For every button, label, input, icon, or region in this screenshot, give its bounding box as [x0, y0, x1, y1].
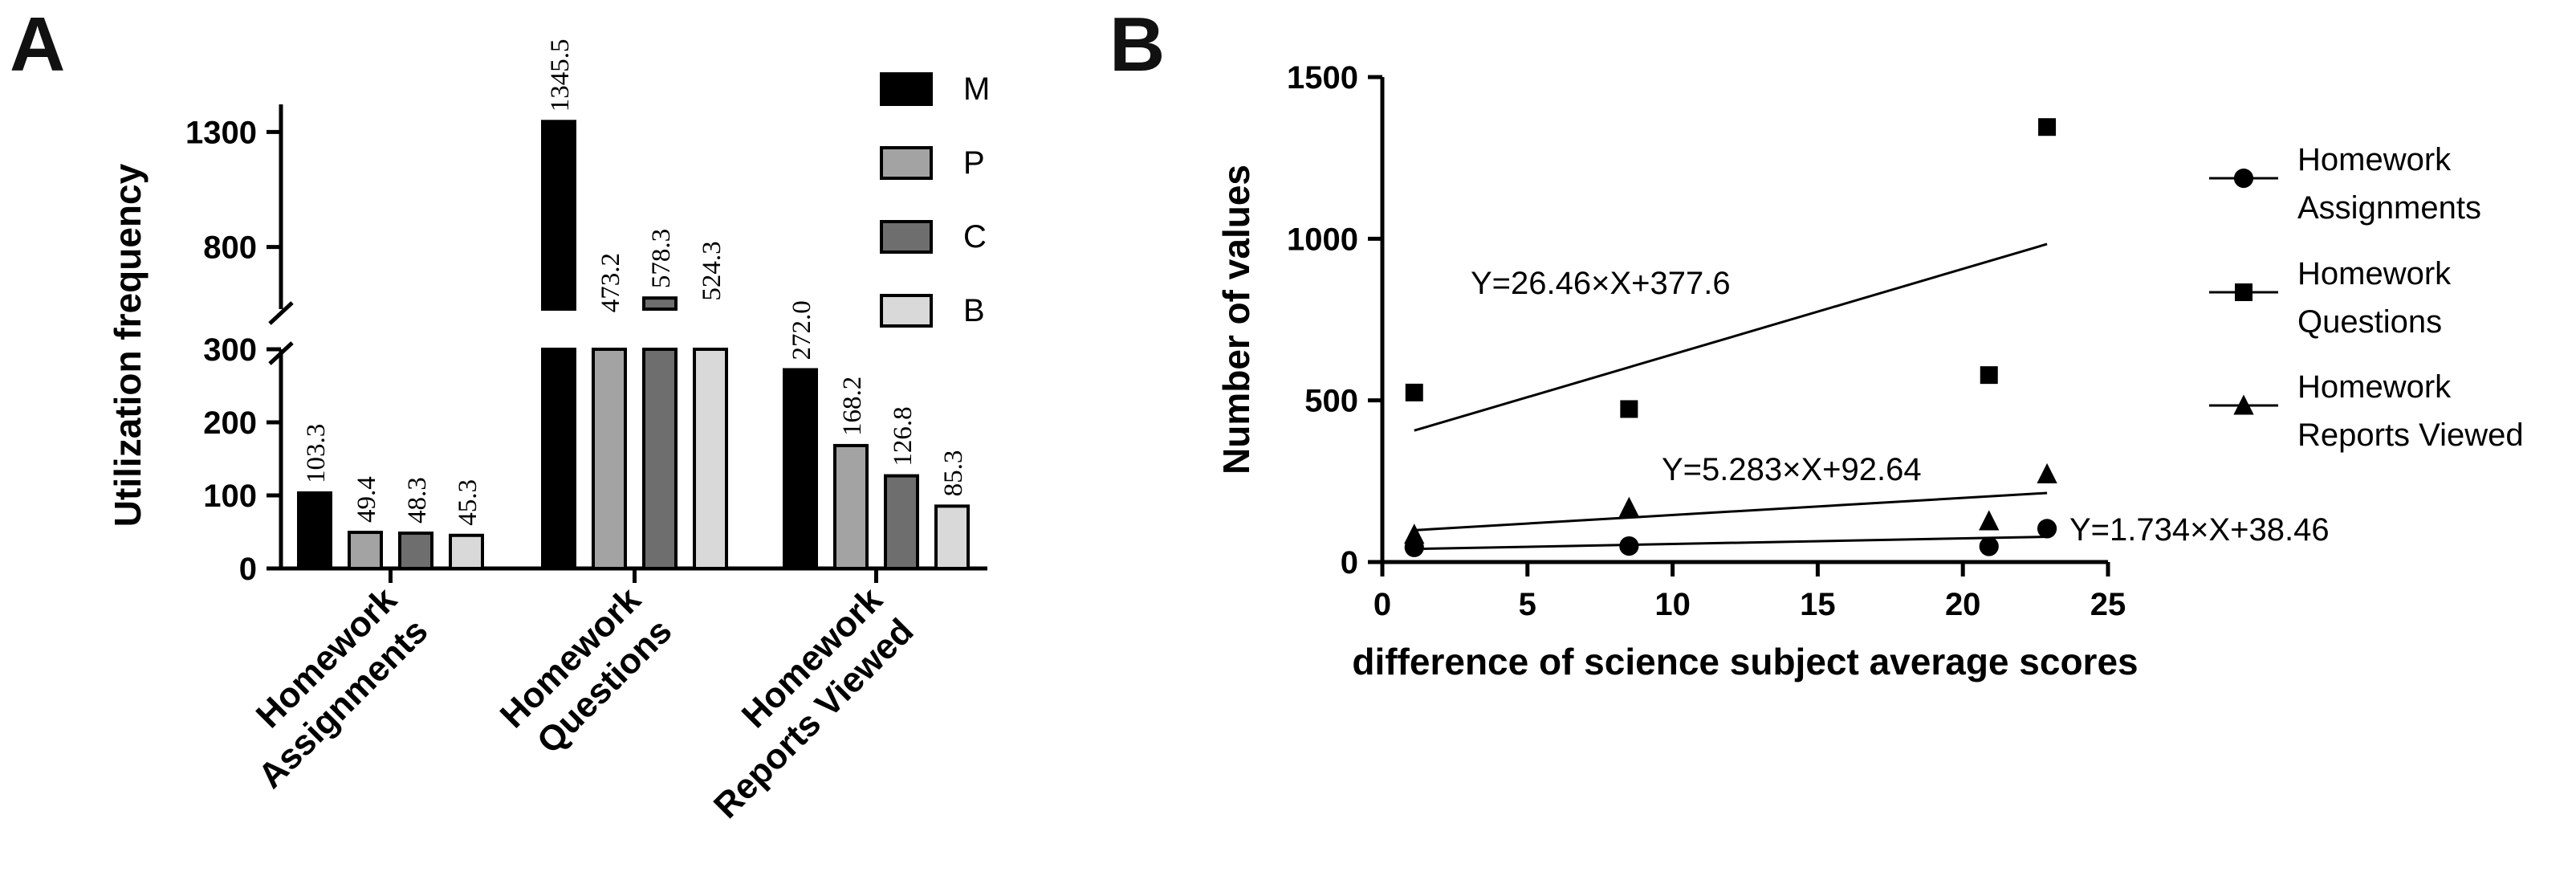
legend-swatch-b [880, 294, 933, 328]
legend-label-line: Homework [2297, 256, 2452, 291]
fit-line-circle [1414, 536, 2048, 551]
y-tick-label: 200 [203, 405, 257, 441]
bar-c-1-upper [642, 296, 678, 312]
y-tick-label: 0 [239, 552, 257, 587]
y-axis-title: Utilization frequency [107, 163, 149, 527]
x-tick-label: 15 [1800, 587, 1836, 622]
point-square [2038, 118, 2057, 136]
y-tick-label: 100 [203, 479, 257, 514]
bar-m-2 [783, 368, 818, 571]
bar-m-0 [297, 491, 332, 571]
y-tick-label: 1300 [185, 115, 257, 150]
x-tick-label: 25 [2090, 587, 2126, 622]
legend-swatch-m [880, 72, 933, 106]
bar-value-label: 48.3 [403, 477, 432, 523]
axis-break-mark-lower [268, 341, 294, 365]
bar-c-2 [884, 474, 919, 570]
point-circle [2037, 519, 2057, 539]
x-axis-title: difference of science subject average sc… [1352, 641, 2138, 682]
x-tick-label: 10 [1654, 587, 1691, 622]
bar-b-0 [449, 533, 484, 570]
legend-label-line: Assignments [2297, 190, 2481, 226]
legend-label-line: Homework [2297, 142, 2452, 177]
y-tick-label: 1000 [1287, 222, 1358, 257]
bar-value-label: 126.8 [889, 406, 918, 466]
legend-swatch-c [880, 220, 933, 254]
point-triangle [1618, 496, 1640, 517]
legend-marker-square [2235, 283, 2252, 301]
bar-c-0 [398, 532, 433, 570]
bar-b-1-lower [693, 348, 728, 570]
legend-label-b: B [963, 293, 985, 328]
point-square [1620, 400, 1638, 418]
bar-value-label: 1345.5 [546, 39, 575, 112]
legend-swatch-p [880, 146, 933, 180]
fit-equation-circle: Y=1.734×X+38.46 [2069, 512, 2330, 548]
y-tick-label: 300 [203, 332, 257, 368]
panel-a-chart: 0 100 200 300 800 1300 Utilization frequency 10… [107, 39, 990, 826]
point-circle [1619, 536, 1639, 556]
bar-p-1-lower [592, 348, 627, 570]
category-label: HomeworkReports Viewed [675, 580, 922, 826]
fit-line-square [1414, 242, 2048, 432]
category-label: HomeworkAssignments [220, 580, 436, 796]
y-tick-label: 800 [203, 230, 257, 266]
x-tick-label: 20 [1945, 587, 1981, 622]
bar-value-label: 85.3 [939, 450, 968, 497]
point-triangle [2037, 462, 2057, 484]
bar-value-label: 272.0 [787, 300, 816, 360]
legend-label: Homework Reports Viewed [2297, 369, 2524, 453]
fit-equation-square: Y=26.46×X+377.6 [1471, 266, 1731, 301]
point-triangle [1979, 510, 2000, 531]
bar-c-1-lower [642, 348, 678, 570]
panel-b-chart: 0 500 1000 1500 0 5 10 15 20 25 difference of scie… [1215, 60, 2524, 682]
y-tick-label: 1500 [1287, 60, 1358, 96]
bar-m-1-lower [541, 348, 576, 570]
point-triangle [1404, 523, 1425, 544]
category-label: HomeworkQuestions [493, 580, 680, 767]
x-tick-label: 0 [1373, 587, 1391, 622]
x-tick-label: 5 [1519, 587, 1536, 622]
bar-b-2 [934, 504, 970, 571]
legend-label-m: M [963, 71, 990, 107]
bar-value-label: 524.3 [698, 241, 726, 300]
y-tick-label: 0 [1341, 545, 1358, 581]
axis-break-mark-upper [268, 301, 294, 325]
point-circle [1979, 536, 1999, 556]
bar-m-1-upper [541, 120, 576, 311]
bar-value-label: 473.2 [596, 253, 625, 312]
bar-value-label: 578.3 [647, 229, 676, 288]
bar-value-label: 168.2 [838, 377, 867, 436]
bar-p-2 [833, 443, 869, 570]
legend-marker-circle [2233, 168, 2254, 189]
fit-equation-triangle: Y=5.283×X+92.64 [1662, 452, 1922, 487]
point-square [1980, 366, 1998, 385]
legend-label: Homework Assignments [2297, 142, 2481, 226]
legend-label-line: Reports Viewed [2297, 418, 2524, 453]
legend-label: Homework Questions [2297, 256, 2452, 340]
y-tick-label: 500 [1304, 384, 1358, 419]
legend-marker-triangle [2233, 394, 2254, 415]
panel-letter-b: B [1109, 2, 1165, 88]
fit-line-triangle [1414, 491, 2048, 532]
legend-label-p: P [963, 145, 985, 181]
bar-value-label: 49.4 [352, 476, 381, 523]
bar-value-label: 45.3 [454, 479, 482, 526]
legend-label-line: Homework [2297, 369, 2452, 405]
y-axis-title: Number of values [1215, 165, 1257, 475]
legend-label-c: C [963, 219, 987, 255]
bar-p-0 [348, 531, 383, 571]
legend-label-line: Questions [2297, 304, 2442, 340]
panel-letter-a: A [10, 2, 65, 88]
point-square [1405, 383, 1423, 401]
bar-value-label: 103.3 [302, 424, 331, 483]
